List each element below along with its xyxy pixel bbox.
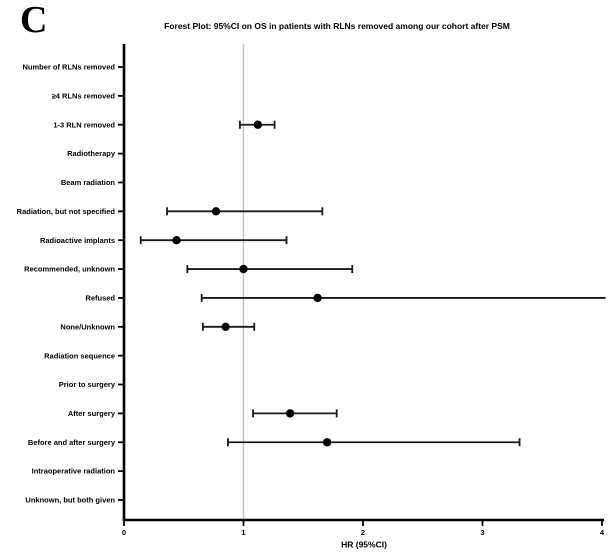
x-tick-label: 0 [122,528,126,537]
point-estimate [239,264,248,274]
row-label: Prior to surgery [59,380,116,389]
row-label: None/Unknown [60,322,115,331]
row-label: Unknown, but both given [25,496,115,505]
point-estimate [313,293,322,303]
point-estimate [221,322,230,331]
point-estimate [211,207,221,216]
row-label: Radiotherapy [67,149,116,158]
x-tick-label: 4 [600,528,605,537]
x-tick-label: 2 [361,528,365,537]
row-label: ≥4 RLNs removed [52,91,116,100]
row-label: Intraoperative radiation [32,467,116,476]
x-tick-label: 1 [241,528,245,537]
row-label: Radiation sequence [44,351,115,360]
row-label: 1-3 RLN removed [53,120,115,129]
row-label: Beam radiation [61,178,116,187]
point-estimate [172,236,181,245]
row-label: Number of RLNs removed [22,63,115,72]
point-estimate [253,120,263,129]
x-tick-label: 3 [480,528,484,537]
chart-title: Forest Plot: 95%CI on OS in patients wit… [164,21,510,31]
point-estimate [285,409,295,418]
row-label: Refused [85,294,115,303]
point-estimate [322,438,332,447]
row-label: Before and after surgery [28,438,116,447]
panel-label: C [20,0,48,41]
row-label: Recommended, unknown [24,265,115,274]
row-label: After surgery [68,409,116,418]
row-label: Radiation, but not specified [17,207,116,216]
row-label: Radioactive implants [40,236,115,245]
x-axis-title: HR (95%CI) [341,540,387,550]
